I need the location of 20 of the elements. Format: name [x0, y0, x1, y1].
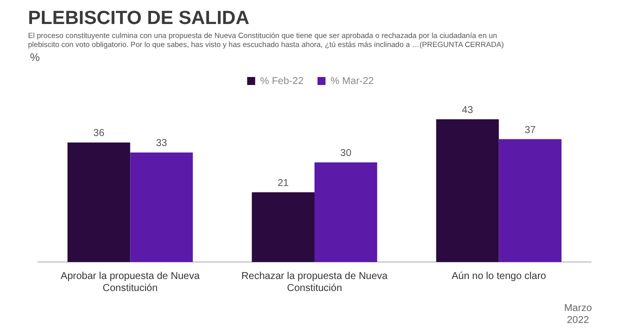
x-tick-label: Aprobar la propuesta de Nueva Constitución	[60, 270, 200, 294]
bar	[130, 152, 193, 262]
chart-title: PLEBISCITO DE SALIDA	[28, 8, 250, 30]
bar	[314, 162, 378, 262]
x-tick-label: Rechazar la propuesta de Nueva Constitución	[241, 270, 388, 294]
data-label: 43	[462, 104, 474, 116]
legend-label: % Mar-22	[330, 76, 374, 87]
data-label: 30	[340, 148, 352, 160]
data-label: 21	[278, 178, 290, 190]
bar	[436, 119, 499, 262]
data-label: 37	[524, 124, 536, 136]
bar	[498, 139, 562, 262]
text: Marzo 2022	[563, 303, 593, 327]
data-label: 33	[156, 138, 168, 150]
x-tick-label: Aún no lo tengo claro	[452, 270, 547, 282]
bar	[67, 142, 130, 262]
data-label: 36	[93, 128, 105, 140]
bar	[252, 192, 314, 262]
text: %	[30, 52, 40, 64]
legend-label: % Feb-22	[260, 76, 304, 87]
